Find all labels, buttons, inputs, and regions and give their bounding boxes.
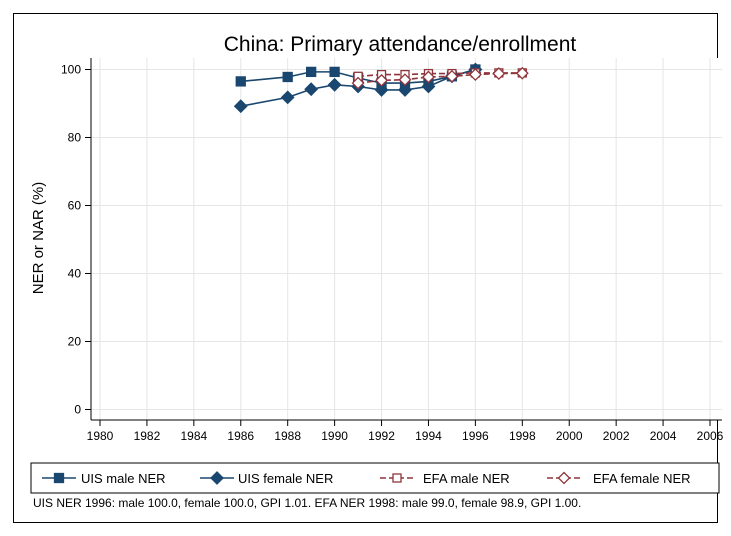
data-point: [280, 90, 295, 105]
series-4: [351, 66, 529, 90]
x-tick-label: 1992: [368, 429, 395, 443]
x-tick-label: 1994: [415, 429, 442, 443]
data-point: [329, 66, 340, 78]
legend-key-marker: [392, 473, 402, 483]
legend-label: UIS male NER: [81, 471, 166, 486]
x-tick-label: 2004: [650, 429, 677, 443]
legend-key: [547, 471, 581, 485]
data-point: [327, 77, 342, 92]
x-tick-label: 1984: [180, 429, 207, 443]
data-point: [235, 76, 246, 87]
data-point: [445, 69, 459, 83]
y-tick-label: 20: [68, 335, 82, 349]
data-point: [492, 67, 506, 80]
x-tick-label: 1988: [274, 429, 301, 443]
data-point: [398, 73, 412, 87]
legend: UIS male NER UIS female NER EFA male NER EF…: [30, 462, 720, 494]
x-tick-label: 2006: [697, 429, 724, 443]
data-point: [374, 82, 389, 97]
legend-key-marker: [557, 471, 571, 485]
series-line: [240, 68, 476, 108]
chart-title: China: Primary attendance/enrollment: [224, 33, 577, 56]
plot-background: [91, 58, 722, 420]
data-point: [422, 70, 435, 84]
legend-key-marker: [53, 472, 65, 484]
x-tick-label: 1986: [227, 429, 254, 443]
x-tick-label: 2000: [556, 429, 583, 443]
data-point: [398, 82, 412, 97]
y-tick-label: 40: [68, 267, 82, 281]
data-point: [421, 79, 436, 94]
chart-note: UIS NER 1996: male 100.0, female 100.0, …: [33, 496, 582, 510]
data-point: [233, 99, 248, 114]
y-tick-label: 100: [61, 63, 81, 77]
legend-key: [380, 473, 414, 483]
data-point: [306, 66, 317, 78]
data-point: [282, 71, 293, 83]
data-point: [351, 76, 365, 90]
x-tick-label: 1980: [87, 429, 114, 443]
legend-label: EFA male NER: [423, 471, 510, 486]
legend-label: UIS female NER: [238, 471, 333, 486]
legend-label: EFA female NER: [593, 471, 691, 486]
data-point: [375, 73, 388, 87]
legend-key: [200, 471, 234, 485]
y-tick-label: 0: [74, 403, 81, 417]
series-line: [240, 68, 476, 84]
legend-box: [30, 462, 720, 494]
x-tick-label: 1990: [321, 429, 348, 443]
x-tick-label: 2002: [603, 429, 630, 443]
data-point: [304, 82, 319, 97]
data-point: [515, 66, 529, 80]
y-tick-label: 80: [68, 131, 82, 145]
x-tick-label: 1996: [462, 429, 489, 443]
gridlines: [91, 58, 722, 420]
y-axis-label: NER or NAR (%): [30, 182, 47, 295]
plot-area: [233, 62, 529, 114]
y-tick-label: 60: [68, 199, 82, 213]
x-tick-label: 1998: [509, 429, 536, 443]
data-point: [468, 68, 482, 82]
legend-key-marker: [210, 471, 224, 485]
x-tick-label: 1982: [134, 429, 161, 443]
legend-key: [42, 472, 76, 484]
axes: 0 20 40 60 80 100 1980 1982 1984 1986 1988 1990 1992…: [61, 58, 724, 443]
